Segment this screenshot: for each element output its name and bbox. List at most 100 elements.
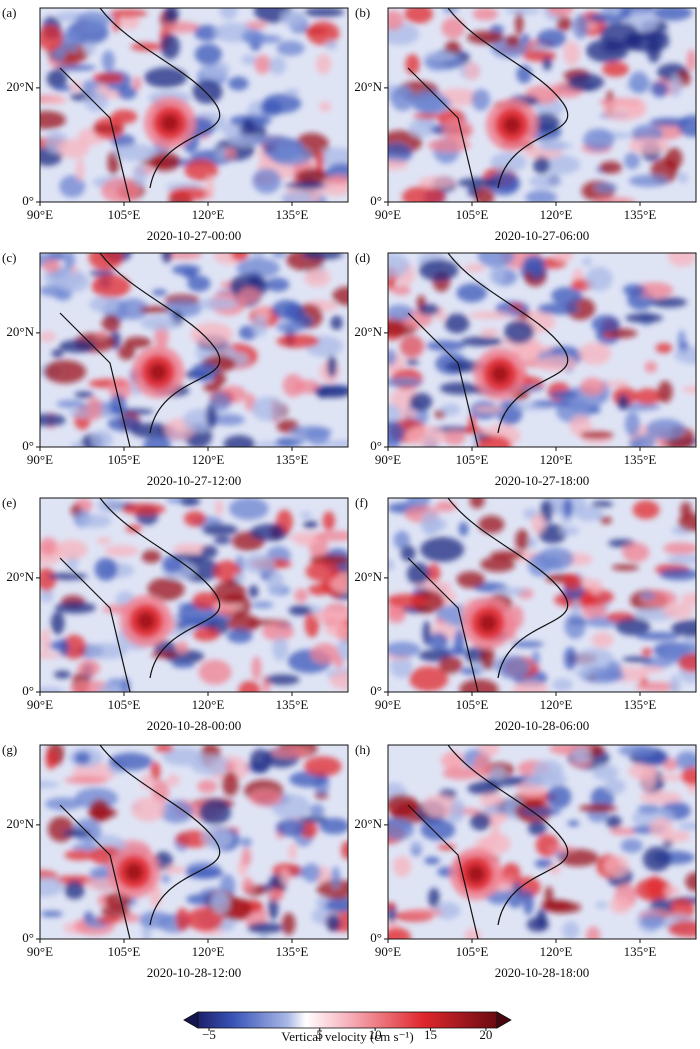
- field-blob: [388, 349, 397, 366]
- colorbar-tick-label: −5: [202, 1027, 216, 1042]
- field-blob: [74, 391, 94, 399]
- field-blob: [91, 125, 124, 133]
- coastline: [407, 745, 569, 939]
- panel-frame: [387, 252, 697, 448]
- field-blob: [498, 875, 515, 886]
- field-blob: [161, 253, 173, 264]
- field-blob: [79, 514, 112, 528]
- panel-label: (b): [355, 5, 370, 20]
- field-blob: [101, 177, 141, 202]
- field-blob: [527, 537, 538, 549]
- panel-date: 2020-10-28-06:00: [495, 718, 590, 733]
- field-blob: [198, 659, 232, 685]
- storm: [125, 863, 143, 881]
- x-tick-label: 90°E: [27, 207, 53, 222]
- field-blob: [388, 794, 418, 817]
- field-blob: [219, 922, 234, 932]
- field: [40, 498, 348, 692]
- field-blob: [574, 505, 604, 522]
- field-blob: [327, 355, 337, 378]
- field-blob: [561, 921, 580, 939]
- storm: [491, 365, 509, 383]
- field-blob: [51, 48, 66, 63]
- field-blob: [449, 802, 465, 818]
- field-blob: [567, 73, 605, 91]
- field-blob: [659, 568, 696, 581]
- field-blob: [315, 149, 324, 176]
- field-blob: [223, 435, 256, 447]
- field-blob: [113, 143, 156, 162]
- field-blob: [45, 749, 57, 770]
- field-blob: [97, 684, 123, 692]
- field-blob: [426, 340, 466, 352]
- field-blob: [161, 874, 171, 884]
- field-blob: [443, 430, 466, 446]
- field-blob: [427, 138, 471, 152]
- field-blob: [242, 553, 276, 574]
- field-blob: [147, 577, 185, 601]
- field-blob: [510, 303, 524, 311]
- field-blob: [192, 592, 218, 610]
- coastline: [407, 498, 569, 692]
- field-blob: [547, 8, 574, 17]
- field-blob: [516, 64, 532, 84]
- field-blob: [460, 336, 503, 347]
- field-blob: [602, 61, 630, 77]
- field-blobs: [40, 745, 348, 939]
- field-blob: [569, 414, 592, 437]
- field-blob: [152, 289, 167, 296]
- field-blob: [388, 253, 410, 278]
- colorbar-tick-label: 10: [369, 1027, 382, 1042]
- field-blob: [310, 643, 339, 664]
- field-blob: [655, 343, 673, 354]
- field-blob: [595, 182, 618, 193]
- y-tick-label: 20°N: [6, 569, 34, 584]
- field-blob: [40, 910, 63, 917]
- field-blob: [40, 567, 57, 592]
- field-blob: [585, 266, 613, 292]
- field-blob: [161, 21, 201, 34]
- field-blob: [332, 621, 348, 640]
- field-blob: [388, 818, 415, 840]
- panel-date: 2020-10-27-06:00: [495, 228, 590, 243]
- field-blob: [85, 642, 128, 660]
- field-blob: [505, 8, 541, 15]
- field-blob: [191, 362, 220, 382]
- field-blob: [107, 150, 120, 176]
- panel-label: (a): [2, 5, 16, 20]
- field-blob: [540, 899, 573, 911]
- field-blob: [628, 762, 659, 780]
- field-blob: [678, 653, 696, 673]
- field-blob: [276, 320, 305, 334]
- field-blob: [56, 271, 90, 293]
- field-blob: [234, 573, 246, 583]
- field-blob: [216, 603, 243, 610]
- field-blob: [388, 606, 406, 624]
- field-blob: [519, 808, 562, 816]
- field-blob: [541, 154, 581, 175]
- field-blob: [651, 81, 669, 98]
- storm: [161, 114, 179, 132]
- field-blob: [602, 380, 630, 388]
- x-tick-label: 90°E: [375, 697, 401, 712]
- panel-frame: [387, 497, 697, 693]
- field-blob: [297, 815, 328, 824]
- field-blob: [442, 766, 479, 780]
- field-blob: [621, 656, 653, 663]
- field-blob: [164, 8, 179, 25]
- field-blob: [662, 602, 694, 619]
- field-blob: [487, 171, 521, 196]
- field-blob: [302, 253, 343, 260]
- field-blob: [457, 177, 501, 188]
- field-blob: [404, 8, 434, 24]
- field-blob: [132, 76, 142, 91]
- x-tick-label: 135°E: [276, 944, 309, 959]
- field-blob: [650, 297, 688, 308]
- field-blob: [599, 161, 623, 174]
- colorbar-tick-label: 15: [424, 1027, 437, 1042]
- x-tick-label: 120°E: [192, 697, 225, 712]
- field-blob: [83, 42, 96, 55]
- field-blob: [685, 872, 696, 892]
- field-blob: [230, 253, 250, 261]
- field-blob: [458, 521, 469, 537]
